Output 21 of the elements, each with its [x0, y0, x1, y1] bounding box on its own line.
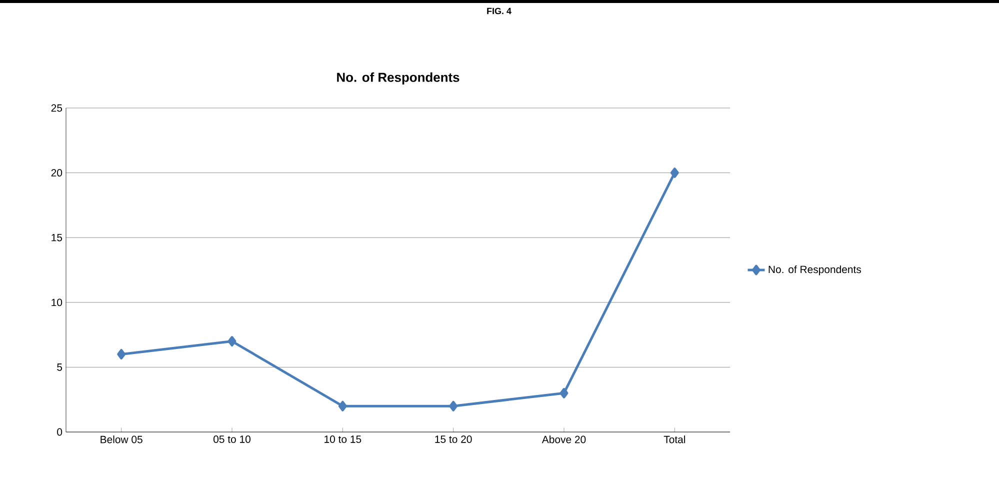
x-tick-label: Above 20	[542, 436, 586, 444]
x-tick-label: 05 to 10	[214, 436, 250, 443]
x-tick-label: 10 to 15	[324, 436, 362, 443]
caption: FIG. 4	[487, 8, 512, 14]
point	[560, 388, 568, 398]
x-tick-label: 15 to 20	[435, 436, 472, 443]
chart-title: No. of Respondents	[337, 72, 460, 84]
point	[117, 349, 126, 360]
point	[228, 336, 236, 347]
point	[449, 400, 458, 412]
point	[670, 168, 679, 178]
y-tick-label: 0	[57, 428, 62, 436]
point	[338, 400, 347, 412]
y-tick-label: 25	[51, 104, 62, 112]
y-tick-label: 15	[52, 234, 62, 242]
y-tick-label: 20	[51, 169, 62, 177]
x-tick-label: Below 05	[100, 436, 142, 444]
legend-label: No. of Respondents	[768, 265, 861, 276]
y-tick-label: 10	[52, 298, 62, 306]
y-tick-label: 5	[57, 364, 62, 371]
x-tick-label: Total	[664, 436, 686, 444]
